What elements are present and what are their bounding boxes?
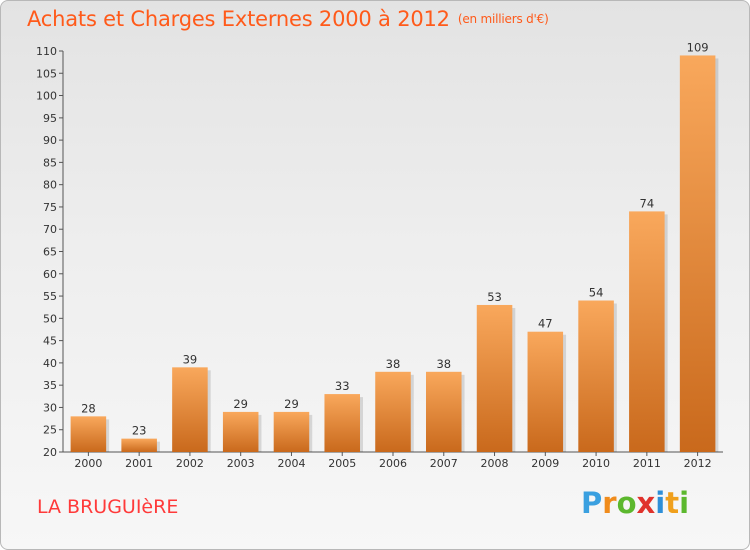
bar-value-label: 33: [335, 379, 350, 393]
bar-2000: [70, 416, 107, 452]
logo-letter: i: [679, 486, 690, 520]
bar-value-label: 38: [436, 357, 451, 371]
bar-2007: [426, 371, 462, 452]
bar-2010: [578, 300, 614, 452]
x-tick-label: 2009: [531, 457, 559, 470]
logo-letter: t: [665, 486, 680, 520]
bar-value-label: 23: [132, 424, 147, 438]
y-tick-label: 75: [43, 201, 57, 214]
y-tick-label: 40: [43, 357, 57, 370]
x-tick-label: 2010: [582, 457, 610, 470]
y-tick-label: 30: [43, 401, 57, 414]
x-tick-label: 2006: [379, 457, 407, 470]
y-tick-label: 25: [43, 424, 57, 437]
bar-value-label: 29: [284, 397, 299, 411]
y-tick-label: 85: [43, 156, 57, 169]
y-tick-label: 60: [43, 268, 57, 281]
bar-value-label: 28: [81, 401, 96, 415]
y-tick-label: 55: [43, 290, 57, 303]
y-tick-label: 90: [43, 134, 57, 147]
y-tick-label: 110: [36, 45, 57, 58]
bar-2006: [375, 371, 411, 452]
logo-letter: r: [602, 486, 617, 520]
bar-value-label: 74: [640, 196, 655, 210]
bar-2009: [527, 331, 564, 452]
bar-2003: [222, 411, 259, 452]
value-labels: 28 23 39 29 29 33 38 38 53 47 54 74 109: [81, 40, 709, 437]
logo-letter: o: [616, 486, 637, 520]
y-tick-label: 65: [43, 246, 57, 259]
bar-value-label: 29: [233, 397, 248, 411]
bar-2005: [324, 394, 360, 452]
bar-2012: [679, 55, 716, 452]
logo-letter: P: [581, 486, 603, 520]
x-tick-label: 2011: [633, 457, 661, 470]
y-tick-label: 35: [43, 379, 57, 392]
bar-2004: [273, 411, 310, 452]
bars: [70, 55, 719, 452]
x-tick-label: 2000: [74, 457, 102, 470]
bar-2002: [172, 367, 208, 452]
logo-letter: x: [636, 486, 656, 520]
x-tick-label: 2002: [176, 457, 204, 470]
x-tick-label: 2004: [277, 457, 305, 470]
chart-title-text: Achats et Charges Externes 2000 à 2012: [27, 7, 450, 31]
y-tick-label: 100: [36, 90, 57, 103]
bar-value-label: 54: [589, 286, 604, 300]
bar-2011: [629, 211, 665, 452]
logo-letter: i: [655, 486, 666, 520]
x-tick-label: 2003: [227, 457, 255, 470]
chart-subtitle: (en milliers d'€): [457, 12, 549, 26]
x-tick-label: 2001: [125, 457, 153, 470]
axes: 20 25 30 35 40 45 50 55 60 65 70 75 80 85 90 95 100 105 11…: [36, 45, 723, 470]
x-tick-label: 2007: [430, 457, 458, 470]
bar-value-label: 47: [538, 317, 553, 331]
bar-value-label: 53: [487, 290, 502, 304]
y-tick-label: 70: [43, 223, 57, 236]
x-tick-label: 2008: [481, 457, 509, 470]
x-tick-label: 2005: [328, 457, 356, 470]
y-tick-label: 95: [43, 112, 57, 125]
y-tick-label: 45: [43, 335, 57, 348]
y-tick-label: 105: [36, 67, 57, 80]
y-tick-label: 50: [43, 312, 57, 325]
bar-value-label: 38: [386, 357, 401, 371]
bar-value-label: 39: [183, 352, 198, 366]
x-tick-label: 2012: [684, 457, 712, 470]
proxiti-logo: Proxiti: [581, 486, 689, 520]
location-label: LA BRUGUIèRE: [37, 496, 179, 518]
bar-2008: [476, 304, 513, 452]
y-tick-label: 20: [43, 446, 57, 459]
y-tick-label: 80: [43, 179, 57, 192]
bar-2001: [121, 438, 157, 452]
chart-title: Achats et Charges Externes 2000 à 2012 (e…: [27, 7, 549, 31]
bar-value-label: 109: [687, 40, 709, 54]
